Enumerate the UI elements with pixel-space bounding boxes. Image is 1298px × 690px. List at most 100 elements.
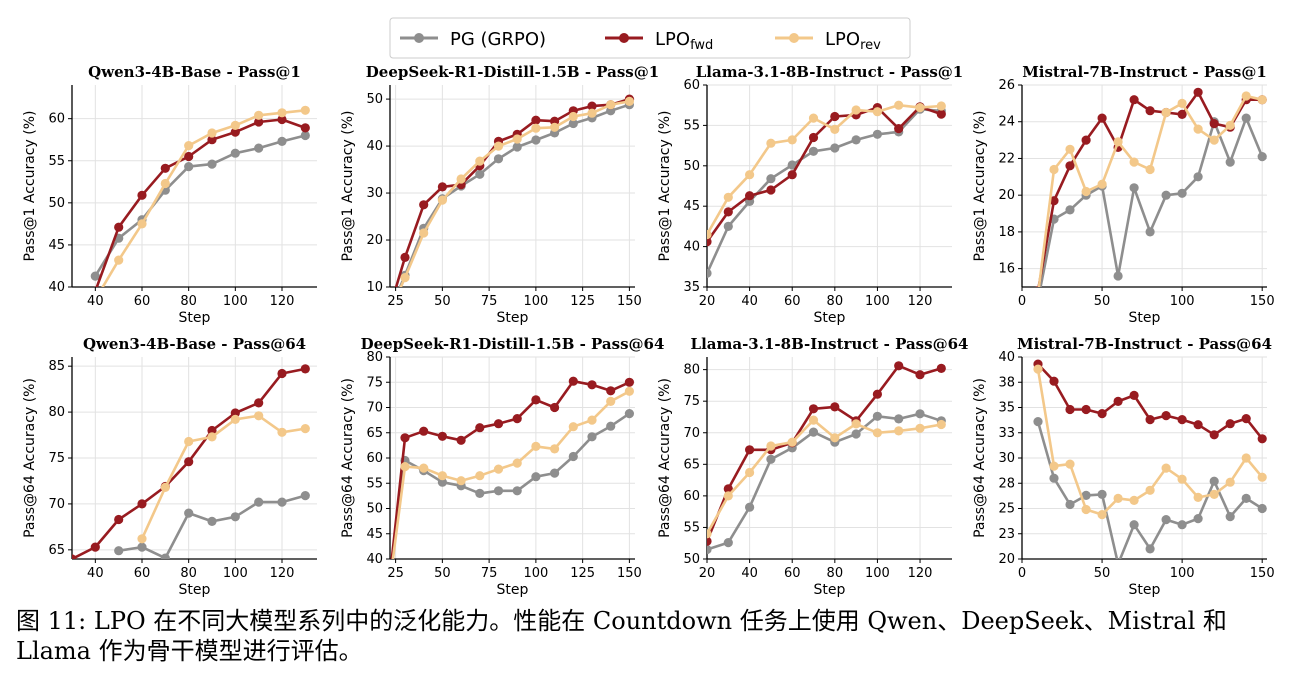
data-point xyxy=(437,477,447,487)
series-pg-grpo xyxy=(391,409,635,559)
y-axis-label: Pass@64 Accuracy (%) xyxy=(22,378,38,538)
x-tick-label: 50 xyxy=(434,294,451,309)
data-point xyxy=(1129,390,1139,400)
data-point xyxy=(531,472,541,482)
chart-panel-7: 20 40 60 80 100 120 50 55 60 65 70 75 80 Llama-3.1-8B… xyxy=(657,335,968,598)
data-point xyxy=(114,222,124,232)
data-point xyxy=(277,368,287,379)
y-tick-label: 45 xyxy=(366,527,383,542)
x-tick-label: 25 xyxy=(387,294,404,309)
y-tick-label: 85 xyxy=(48,359,65,374)
data-point xyxy=(230,408,240,418)
legend-label-pg: PG (GRPO) xyxy=(450,29,546,50)
y-tick-label: 70 xyxy=(48,497,65,512)
data-point xyxy=(230,148,240,158)
y-tick-label: 40 xyxy=(683,240,700,255)
data-point xyxy=(766,138,776,148)
data-point xyxy=(1193,420,1203,430)
data-point xyxy=(1209,489,1219,499)
data-point xyxy=(254,117,264,127)
data-point xyxy=(550,122,560,132)
series-pg-grpo xyxy=(1039,113,1267,287)
y-tick-label: 24 xyxy=(998,115,1015,130)
data-point xyxy=(894,426,904,436)
data-point xyxy=(830,111,840,122)
data-point xyxy=(475,156,485,166)
data-point xyxy=(207,432,217,442)
data-point xyxy=(1114,559,1123,568)
data-point xyxy=(1065,205,1075,215)
data-point xyxy=(624,386,635,396)
series-line xyxy=(707,105,942,243)
data-point xyxy=(419,426,429,436)
y-tick-label: 33 xyxy=(998,426,1015,441)
x-tick-label: 20 xyxy=(699,566,716,581)
data-point xyxy=(1209,119,1219,129)
series-lpo-rev xyxy=(707,100,946,240)
data-point xyxy=(493,419,504,429)
data-point xyxy=(184,141,194,151)
series-line xyxy=(140,414,306,540)
x-tick-label: 80 xyxy=(827,294,844,309)
legend-entry-pg: PG (GRPO) xyxy=(400,29,546,50)
data-point xyxy=(745,191,755,201)
data-point xyxy=(915,103,925,113)
chart-title: Llama-3.1-8B-Instruct - Pass@64 xyxy=(691,335,969,353)
y-tick-label: 38 xyxy=(998,375,1015,390)
data-point xyxy=(723,484,733,494)
data-point xyxy=(437,431,447,441)
series-lpo-rev xyxy=(1037,91,1267,287)
data-point xyxy=(1081,186,1091,197)
data-point xyxy=(1113,271,1123,281)
series-lpo-rev xyxy=(101,105,310,287)
chart-title: Mistral-7B-Instruct - Pass@1 xyxy=(1022,63,1267,81)
y-tick-label: 40 xyxy=(48,280,65,295)
x-tick-label: 80 xyxy=(180,566,197,581)
x-tick-label: 100 xyxy=(1170,294,1195,309)
x-tick-label: 120 xyxy=(270,294,295,309)
data-point xyxy=(1049,473,1059,483)
x-tick-label: 60 xyxy=(784,566,801,581)
data-point xyxy=(400,273,410,283)
data-point xyxy=(1081,504,1091,515)
data-point xyxy=(184,162,194,172)
data-point xyxy=(254,110,264,120)
data-point xyxy=(766,441,776,451)
y-tick-label: 45 xyxy=(48,238,65,253)
data-point xyxy=(936,101,946,111)
data-point xyxy=(872,411,883,421)
data-point xyxy=(707,268,712,278)
x-tick-label: 100 xyxy=(523,294,548,309)
data-point xyxy=(230,512,240,522)
y-tick-label: 55 xyxy=(683,118,700,133)
data-point xyxy=(1113,493,1123,503)
data-point xyxy=(1145,544,1155,554)
data-point xyxy=(160,163,170,173)
x-tick-label: 100 xyxy=(1170,566,1195,581)
data-point xyxy=(531,441,541,451)
legend-label-lpo-fwd: LPOfwd xyxy=(655,29,713,53)
data-point xyxy=(1209,476,1219,486)
data-point xyxy=(90,542,100,552)
x-tick-label: 60 xyxy=(134,294,151,309)
data-point xyxy=(936,419,946,430)
figure-caption: 图 11: LPO 在不同大模型系列中的泛化能力。性能在 Countdown 任… xyxy=(16,607,1227,665)
x-tick-label: 100 xyxy=(223,566,248,581)
data-point xyxy=(160,482,170,492)
data-point xyxy=(1049,196,1059,206)
y-tick-label: 35 xyxy=(683,280,700,295)
x-tick-label: 40 xyxy=(741,566,758,581)
data-point xyxy=(300,105,310,115)
data-point xyxy=(1177,98,1187,108)
data-point xyxy=(1193,514,1203,524)
x-tick-label: 60 xyxy=(134,566,151,581)
data-point xyxy=(300,130,310,141)
data-point xyxy=(1225,157,1235,167)
x-axis-label: Step xyxy=(814,582,846,598)
data-point xyxy=(808,113,819,123)
data-point xyxy=(1129,495,1139,505)
series-pg-grpo xyxy=(1033,417,1267,568)
data-point xyxy=(587,108,597,118)
data-point xyxy=(456,435,466,445)
series-lpo-fwd xyxy=(707,361,946,546)
